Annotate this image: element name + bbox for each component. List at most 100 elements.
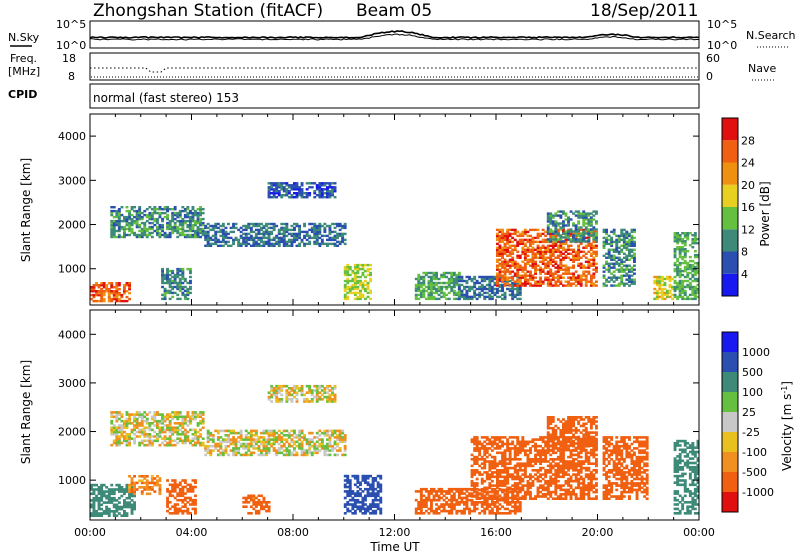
heatmap-cell bbox=[556, 270, 560, 273]
heatmap-cell bbox=[364, 297, 367, 301]
heatmap-cell bbox=[161, 223, 164, 227]
heatmap-cell bbox=[262, 436, 266, 439]
heatmap-cell bbox=[323, 449, 327, 452]
heatmap-cell bbox=[186, 487, 190, 491]
heatmap-cell bbox=[589, 262, 593, 265]
heatmap-cell bbox=[544, 258, 548, 261]
heatmap-cell bbox=[460, 283, 464, 287]
heatmap-cell bbox=[460, 490, 464, 493]
heatmap-cell bbox=[693, 293, 697, 297]
heatmap-cell bbox=[181, 287, 185, 291]
heatmap-cell bbox=[308, 444, 312, 448]
heatmap-cell bbox=[252, 503, 256, 506]
heatmap-cell bbox=[417, 289, 421, 293]
heatmap-cell bbox=[148, 233, 152, 237]
heatmap-cell bbox=[562, 240, 565, 243]
heatmap-cell bbox=[194, 479, 197, 482]
heatmap-cell bbox=[531, 262, 535, 265]
heatmap-cell bbox=[506, 262, 510, 265]
heatmap-cell bbox=[133, 492, 136, 496]
heatmap-cell bbox=[318, 184, 322, 187]
heatmap-cell bbox=[130, 217, 134, 221]
heatmap-cell bbox=[475, 287, 479, 291]
heatmap-cell bbox=[569, 244, 573, 247]
heatmap-cell bbox=[457, 501, 461, 504]
heatmap-cell bbox=[125, 217, 129, 221]
heatmap-cell bbox=[574, 224, 578, 227]
heatmap-cell bbox=[244, 438, 248, 441]
heatmap-cell bbox=[310, 389, 314, 392]
heatmap-cell bbox=[199, 227, 202, 231]
heatmap-cell bbox=[112, 225, 116, 229]
heatmap-cell bbox=[194, 235, 197, 239]
heatmap-cell bbox=[615, 260, 619, 263]
heatmap-cell bbox=[110, 430, 114, 434]
heatmap-cell bbox=[153, 435, 157, 438]
heatmap-cell bbox=[331, 188, 334, 191]
heatmap-cell bbox=[549, 240, 553, 243]
heatmap-cell bbox=[138, 475, 142, 478]
heatmap-cell bbox=[153, 439, 157, 443]
heatmap-cell bbox=[577, 230, 581, 233]
heatmap-cell bbox=[511, 297, 515, 301]
heatmap-cell bbox=[130, 223, 134, 227]
heatmap-cell bbox=[153, 477, 157, 480]
heatmap-cell bbox=[442, 273, 446, 277]
heatmap-cell bbox=[353, 287, 357, 291]
heatmap-cell bbox=[313, 230, 317, 234]
heatmap-cell bbox=[143, 223, 147, 227]
heatmap-cell bbox=[295, 188, 299, 191]
heatmap-cell bbox=[328, 238, 332, 242]
heatmap-cell bbox=[559, 234, 563, 237]
heatmap-cell bbox=[496, 501, 499, 504]
heatmap-cell bbox=[158, 443, 162, 447]
heatmap-cell bbox=[417, 293, 421, 297]
heatmap-cell bbox=[310, 391, 314, 394]
heatmap-cell bbox=[318, 196, 322, 199]
heatmap-cell bbox=[463, 279, 466, 283]
heatmap-cell bbox=[189, 490, 192, 493]
heatmap-cell bbox=[323, 192, 327, 195]
heatmap-cell bbox=[549, 280, 553, 283]
heatmap-cell bbox=[625, 274, 629, 277]
heatmap-cell bbox=[107, 514, 111, 517]
heatmap-cell bbox=[293, 384, 296, 388]
heatmap-cell bbox=[346, 295, 350, 299]
heatmap-cell bbox=[359, 505, 362, 508]
heatmap-cell bbox=[615, 268, 619, 271]
heatmap-cell bbox=[168, 285, 172, 289]
heatmap-cell bbox=[128, 209, 131, 213]
heatmap-cell bbox=[617, 246, 621, 249]
heatmap-cell bbox=[224, 226, 228, 230]
heatmap-cell bbox=[112, 499, 116, 502]
heatmap-cell bbox=[320, 192, 324, 195]
heatmap-cell bbox=[110, 229, 114, 233]
heatmap-cell bbox=[359, 297, 362, 301]
heatmap-cell bbox=[559, 250, 563, 253]
heatmap-cell bbox=[181, 293, 185, 297]
heatmap-cell bbox=[148, 433, 152, 436]
heatmap-cell bbox=[145, 413, 149, 416]
heatmap-cell bbox=[508, 244, 512, 247]
heatmap-cell bbox=[534, 240, 537, 244]
colorbar-tick-label: 28 bbox=[741, 134, 755, 147]
heatmap-cell bbox=[587, 280, 591, 283]
heatmap-cell bbox=[529, 274, 532, 277]
heatmap-cell bbox=[265, 449, 268, 452]
heatmap-cell bbox=[298, 429, 301, 433]
heatmap-cell bbox=[422, 279, 426, 283]
heatmap-cell bbox=[470, 285, 474, 289]
heatmap-cell bbox=[295, 234, 299, 238]
heatmap-cell bbox=[100, 499, 104, 502]
heatmap-cell bbox=[196, 435, 200, 438]
heatmap-cell bbox=[262, 453, 266, 457]
heatmap-cell bbox=[310, 222, 314, 226]
heatmap-cell bbox=[693, 236, 697, 239]
heatmap-cell bbox=[361, 498, 365, 502]
heatmap-cell bbox=[331, 431, 334, 435]
heatmap-cell bbox=[287, 442, 291, 446]
heatmap-cell bbox=[115, 293, 119, 297]
heatmap-cell bbox=[503, 490, 507, 493]
heatmap-cell bbox=[602, 240, 606, 244]
heatmap-cell bbox=[115, 483, 119, 487]
